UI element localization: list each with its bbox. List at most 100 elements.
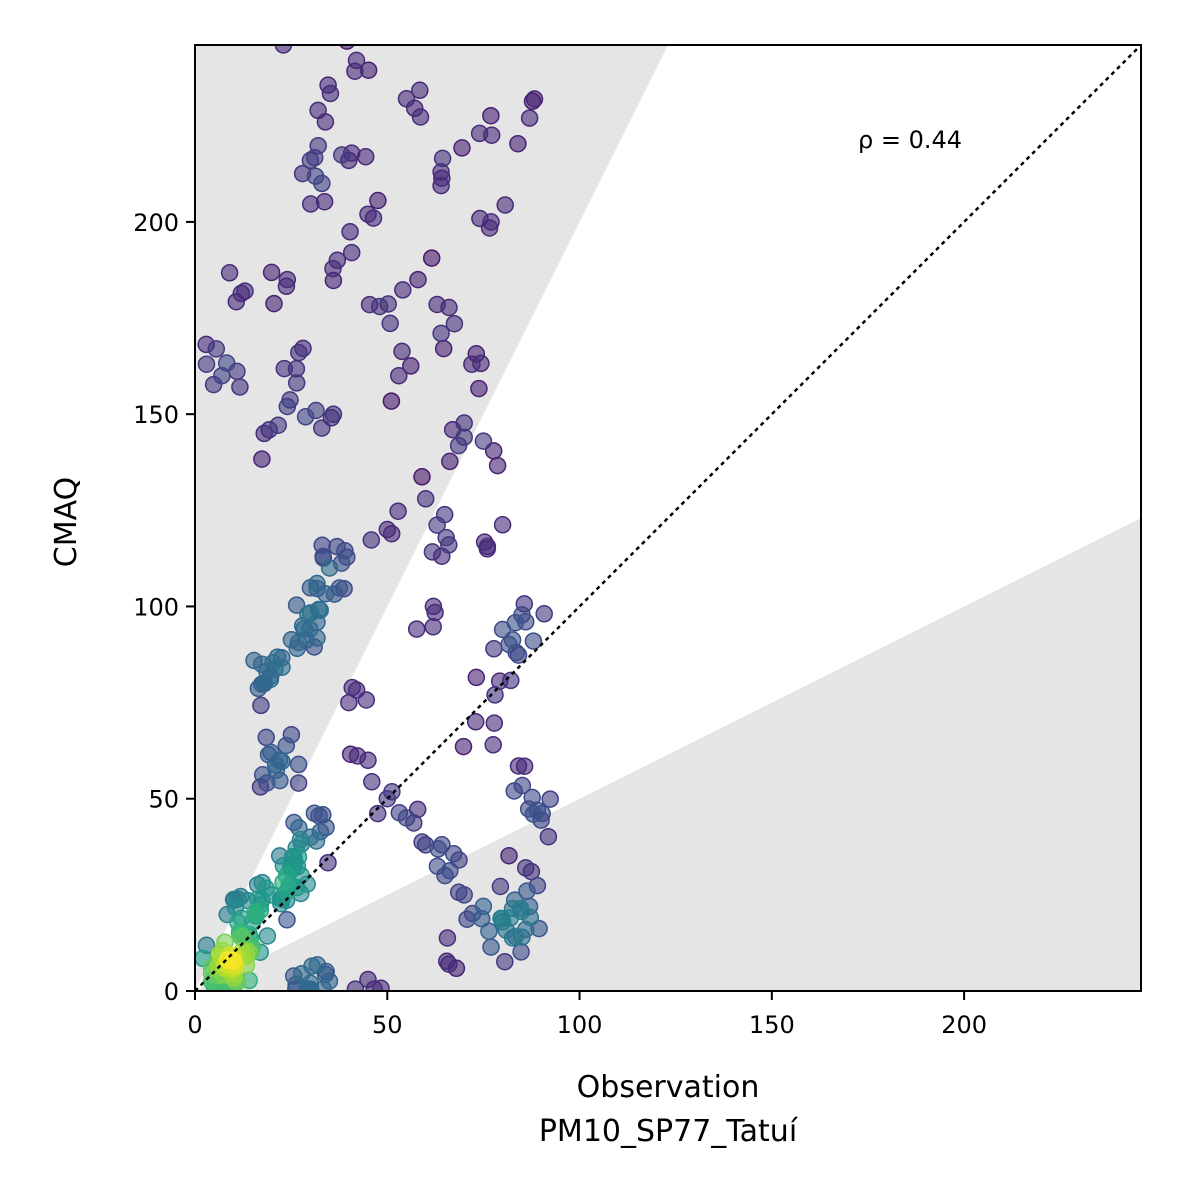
- data-point: [359, 205, 377, 223]
- data-point: [257, 728, 275, 747]
- data-point: [409, 270, 427, 289]
- data-point: [503, 929, 522, 947]
- data-point: [453, 139, 471, 157]
- data-point: [397, 809, 416, 827]
- data-point: [434, 339, 453, 358]
- data-point: [319, 853, 337, 872]
- data-point: [424, 618, 442, 636]
- data-point: [445, 314, 464, 333]
- data-point: [480, 922, 498, 941]
- data-point: [467, 668, 486, 687]
- data-point: [252, 696, 270, 715]
- data-point: [368, 804, 387, 823]
- data-point: [296, 408, 315, 426]
- data-point: [411, 108, 430, 126]
- data-point: [346, 980, 365, 991]
- data-point: [441, 861, 459, 880]
- data-point: [455, 428, 473, 446]
- data-point: [474, 897, 493, 916]
- data-point: [389, 502, 407, 520]
- data-point: [290, 343, 308, 362]
- data-point: [289, 774, 308, 792]
- data-point: [463, 355, 481, 373]
- data-point: [505, 782, 523, 800]
- data-point: [539, 827, 558, 846]
- data-point: [470, 379, 488, 398]
- data-point: [484, 736, 502, 754]
- data-point: [516, 859, 535, 877]
- data-point: [246, 903, 264, 921]
- data-point: [220, 264, 239, 282]
- data-point: [270, 751, 289, 770]
- data-point: [423, 543, 442, 561]
- data-point: [491, 877, 510, 896]
- x-tick-label: 100: [557, 1011, 603, 1039]
- data-point: [482, 938, 500, 956]
- y-tick-label: 100: [133, 593, 179, 621]
- x-axis-ticks: 0 50 100 150 200: [187, 991, 987, 1039]
- data-point: [278, 270, 297, 289]
- data-point: [278, 911, 296, 929]
- data-point: [305, 804, 324, 822]
- data-point: [390, 366, 408, 385]
- data-point: [307, 832, 326, 850]
- data-point: [496, 952, 514, 971]
- data-point: [407, 620, 426, 638]
- y-axis-ticks: 0 50 100 150 200: [133, 209, 195, 1006]
- data-point: [432, 324, 450, 343]
- data-point: [274, 45, 293, 54]
- data-point: [466, 713, 485, 731]
- data-point: [274, 873, 292, 891]
- data-point: [269, 416, 287, 434]
- x-tick-label: 0: [187, 1011, 202, 1039]
- data-point: [236, 282, 254, 300]
- y-tick-label: 0: [164, 978, 179, 1006]
- data-point: [370, 297, 389, 316]
- data-point: [319, 76, 337, 94]
- data-point: [266, 17, 282, 33]
- data-point: [342, 243, 361, 262]
- y-tick-label: 150: [133, 401, 179, 429]
- data-point: [440, 955, 458, 973]
- y-axis-title: CMAQ: [49, 477, 84, 567]
- x-axis-subtitle: PM10_SP77_Tatuí: [539, 1114, 799, 1149]
- data-point: [306, 167, 325, 185]
- data-point: [363, 773, 381, 791]
- data-point: [289, 848, 308, 866]
- data-point: [422, 249, 441, 267]
- data-point: [485, 714, 504, 732]
- data-point: [440, 536, 458, 554]
- data-point: [301, 974, 320, 991]
- data-point: [224, 951, 242, 970]
- data-point: [397, 90, 416, 108]
- data-point: [287, 596, 306, 614]
- data-point: [509, 134, 527, 153]
- data-point: [528, 801, 547, 820]
- data-point: [541, 790, 559, 808]
- data-point: [217, 354, 236, 372]
- data-point: [309, 101, 327, 120]
- x-axis-title: Observation: [577, 1070, 760, 1105]
- data-point: [372, 979, 390, 991]
- x-tick-label: 50: [372, 1011, 403, 1039]
- data-point: [347, 51, 366, 70]
- data-point: [287, 374, 306, 392]
- data-point: [381, 314, 399, 333]
- rho-annotation: ρ = 0.44: [858, 126, 962, 154]
- data-point: [482, 106, 500, 125]
- data-point: [320, 559, 339, 577]
- data-point: [474, 432, 493, 450]
- factor-two-shading: [195, 45, 1141, 991]
- plot-frame: [194, 44, 1142, 992]
- data-point: [257, 879, 275, 898]
- data-point: [369, 191, 387, 210]
- data-point: [289, 755, 308, 774]
- data-point: [324, 405, 343, 423]
- reference-line-group: [195, 45, 1141, 991]
- data-point: [485, 640, 503, 658]
- data-point: [492, 909, 511, 928]
- data-point: [362, 531, 381, 549]
- data-point: [253, 450, 271, 468]
- data-point: [275, 17, 291, 33]
- data-point: [265, 294, 283, 313]
